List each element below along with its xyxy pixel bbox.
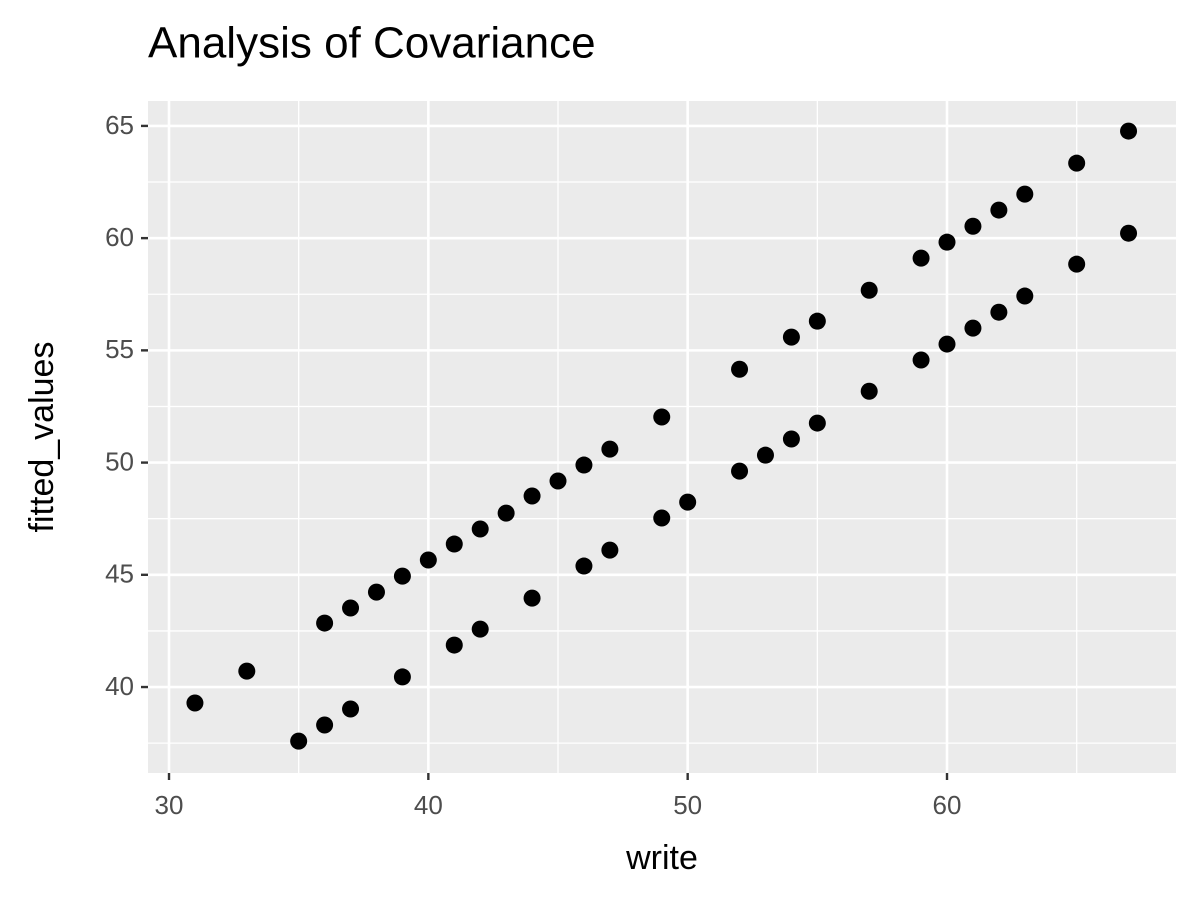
- point: [1068, 255, 1086, 273]
- point: [653, 408, 671, 426]
- point: [445, 535, 463, 553]
- point: [990, 303, 1008, 321]
- point: [575, 557, 593, 575]
- point: [1120, 224, 1138, 242]
- y-tick-label: 60: [105, 222, 134, 252]
- point: [1068, 154, 1086, 172]
- x-tick-label: 60: [933, 790, 962, 820]
- point: [316, 716, 334, 734]
- point: [938, 335, 956, 353]
- point: [938, 233, 956, 251]
- point: [601, 541, 619, 559]
- point: [731, 462, 749, 480]
- chart-title: Analysis of Covariance: [148, 19, 596, 68]
- point: [653, 509, 671, 527]
- point: [342, 599, 360, 617]
- point: [393, 668, 411, 686]
- point: [731, 360, 749, 378]
- point: [393, 567, 411, 585]
- point: [1016, 185, 1034, 203]
- point: [808, 312, 826, 330]
- point: [912, 249, 930, 267]
- point: [523, 487, 541, 505]
- point: [679, 493, 697, 511]
- point: [964, 319, 982, 337]
- point: [808, 414, 826, 432]
- point: [238, 662, 256, 680]
- point: [756, 446, 774, 464]
- point: [419, 551, 437, 569]
- y-tick-label: 40: [105, 671, 134, 701]
- x-axis-title: write: [625, 839, 698, 877]
- y-tick-label: 55: [105, 334, 134, 364]
- x-tick-label: 40: [414, 790, 443, 820]
- point: [549, 472, 567, 490]
- point: [860, 281, 878, 299]
- point: [367, 583, 385, 601]
- point: [316, 614, 334, 632]
- point: [471, 620, 489, 638]
- point: [342, 700, 360, 718]
- x-tick-label: 50: [673, 790, 702, 820]
- y-tick-label: 45: [105, 559, 134, 589]
- point: [782, 328, 800, 346]
- point: [860, 382, 878, 400]
- point: [575, 456, 593, 474]
- point: [290, 732, 308, 750]
- point: [497, 504, 515, 522]
- x-tick-label: 30: [155, 790, 184, 820]
- point: [471, 520, 489, 538]
- point: [1016, 287, 1034, 305]
- y-tick-label: 65: [105, 110, 134, 140]
- point: [1120, 122, 1138, 140]
- point: [445, 636, 463, 654]
- point: [782, 430, 800, 448]
- point: [523, 589, 541, 607]
- point: [601, 440, 619, 458]
- point: [186, 694, 204, 712]
- y-axis-title: fitted_values: [23, 342, 61, 533]
- point: [912, 351, 930, 369]
- point: [964, 217, 982, 235]
- y-tick-label: 50: [105, 446, 134, 476]
- point: [990, 201, 1008, 219]
